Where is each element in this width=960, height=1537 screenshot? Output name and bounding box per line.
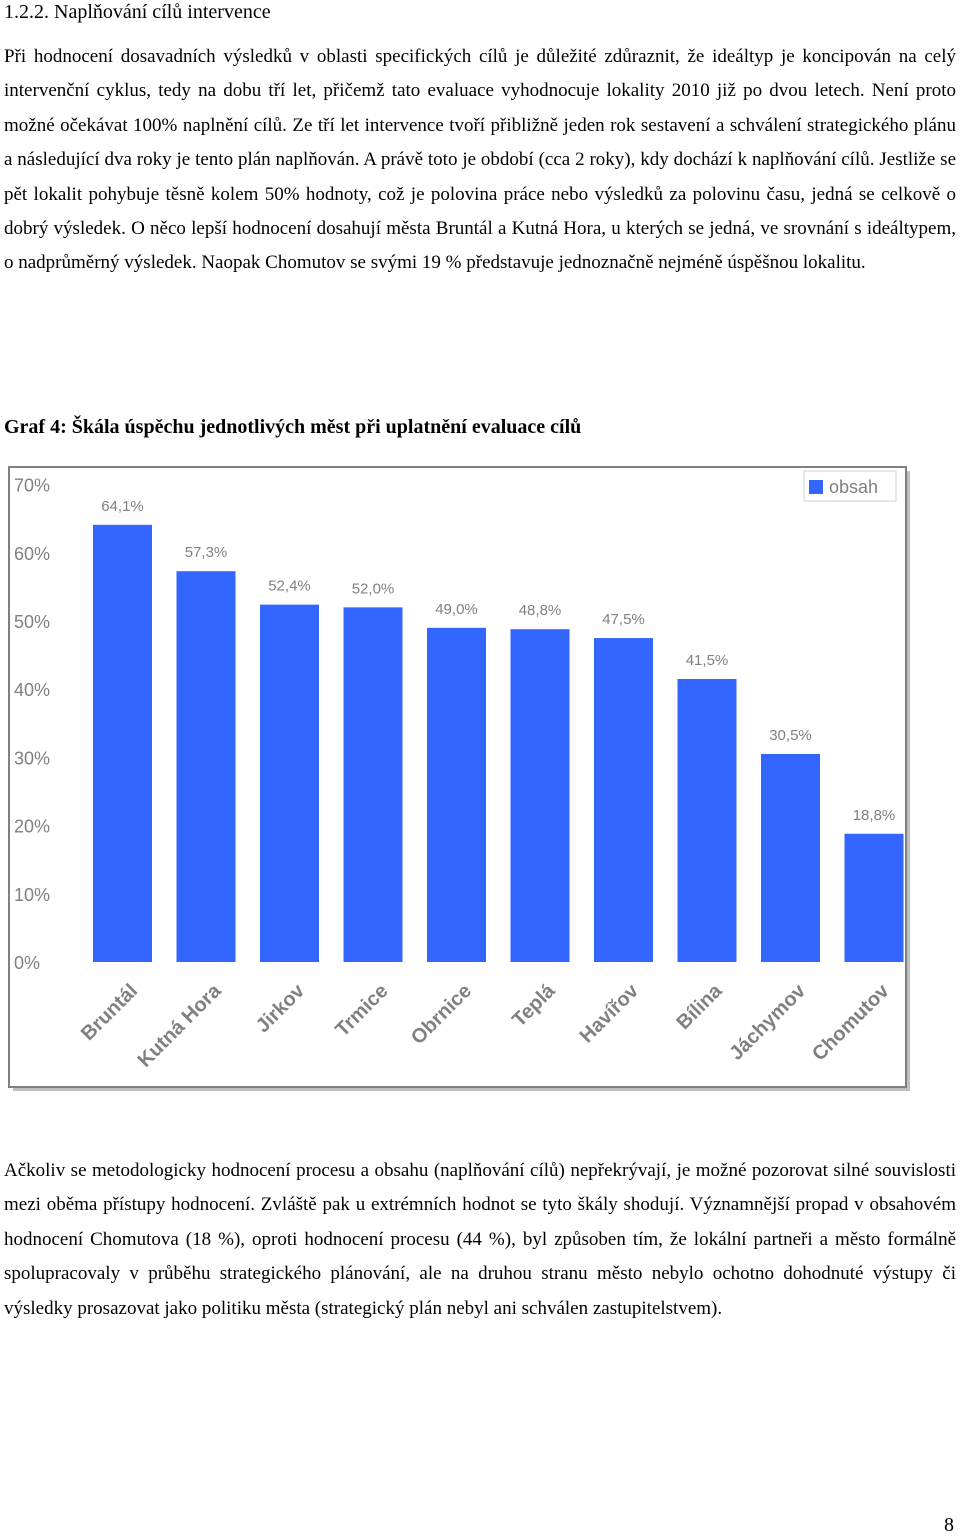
y-tick-label: 50% xyxy=(14,612,50,632)
bar xyxy=(844,833,904,962)
paragraph-discussion: Ačkoliv se metodologicky hodnocení proce… xyxy=(4,1160,956,1319)
y-tick-label: 10% xyxy=(14,885,50,905)
data-label: 30,5% xyxy=(769,727,812,744)
legend-swatch xyxy=(809,480,823,494)
paragraph-intro: Při hodnocení dosavadních výsledků v obl… xyxy=(4,46,956,274)
figure-title: Graf 4: Škála úspěchu jednotlivých měst … xyxy=(4,416,582,438)
bar xyxy=(93,524,152,962)
data-label: 41,5% xyxy=(686,652,729,669)
bar xyxy=(594,638,653,962)
data-label: 18,8% xyxy=(853,807,896,824)
bar xyxy=(176,571,236,962)
y-tick-label: 70% xyxy=(14,476,50,496)
bar-series xyxy=(93,524,904,962)
data-labels: 64,1% 57,3% 52,4% 52,0% 49,0% 48,8% 47,5% 41,5%… xyxy=(101,498,895,824)
data-label: 47,5% xyxy=(602,611,645,628)
page-number: 8 xyxy=(944,1514,954,1536)
y-tick-label: 60% xyxy=(14,544,50,564)
data-label: 52,4% xyxy=(268,578,311,595)
data-label: 64,1% xyxy=(101,498,144,515)
data-label: 49,0% xyxy=(435,601,478,618)
y-tick-label: 30% xyxy=(14,748,50,768)
bar xyxy=(427,627,486,962)
bar xyxy=(761,753,820,962)
y-tick-label: 20% xyxy=(14,817,50,837)
bar xyxy=(677,678,737,962)
y-axis: 0% 10% 20% 30% 40% 50% 60% 70% xyxy=(14,476,50,973)
y-tick-label: 40% xyxy=(14,680,50,700)
data-label: 48,8% xyxy=(519,602,562,619)
data-label: 57,3% xyxy=(185,544,228,561)
bar-chart: 0% 10% 20% 30% 40% 50% 60% 70% 64,1% 57,3% 52,4% 5… xyxy=(8,466,910,1091)
bar xyxy=(343,607,403,962)
bar xyxy=(510,629,570,962)
legend-label: obsah xyxy=(829,477,878,497)
data-label: 52,0% xyxy=(352,580,395,597)
section-title: 1.2.2. Naplňování cílů intervence xyxy=(4,1,271,23)
legend: obsah xyxy=(803,470,897,502)
bar xyxy=(260,604,319,962)
y-tick-label: 0% xyxy=(14,953,40,973)
